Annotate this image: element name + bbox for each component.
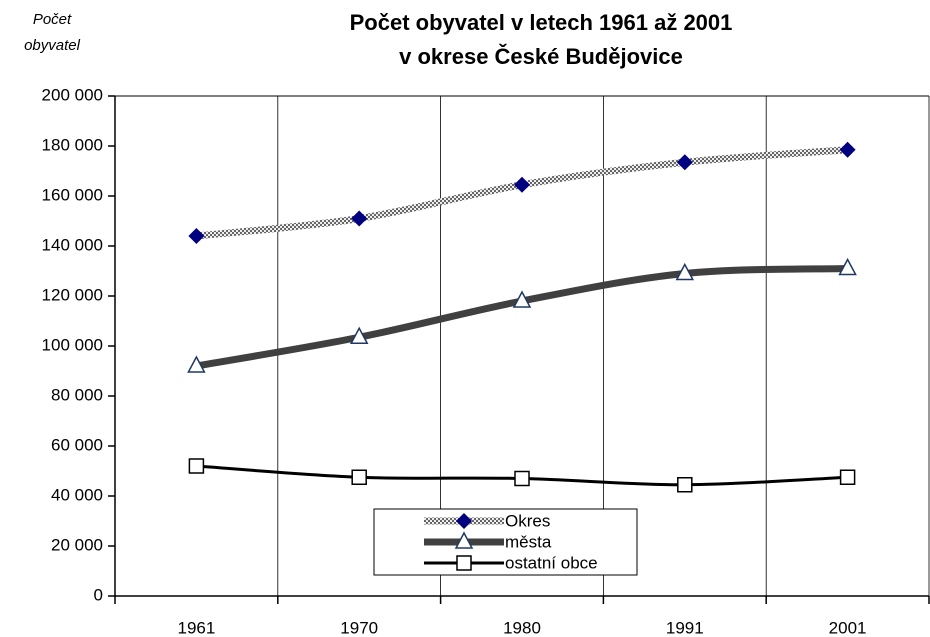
x-tick-label: 1991 <box>666 618 704 637</box>
legend-label: ostatní obce <box>505 553 598 572</box>
marker <box>839 469 856 485</box>
marker <box>677 477 693 493</box>
marker <box>514 176 530 193</box>
x-tick-label: 1980 <box>503 618 541 637</box>
y-axis-label: obyvatel <box>24 37 81 54</box>
legend-label: Okres <box>505 511 550 530</box>
marker <box>351 469 367 485</box>
y-tick-label: 40 000 <box>51 485 103 504</box>
x-tick-label: 1961 <box>177 618 215 637</box>
marker <box>514 470 530 487</box>
marker <box>456 555 472 571</box>
series-line <box>192 146 852 240</box>
y-tick-label: 200 000 <box>42 85 103 104</box>
marker <box>456 513 472 529</box>
x-tick-label: 2001 <box>829 618 867 637</box>
y-tick-label: 180 000 <box>42 135 103 154</box>
legend-box <box>373 508 638 576</box>
marker <box>839 141 856 158</box>
marker <box>838 257 857 276</box>
marker <box>512 290 532 308</box>
y-tick-label: 60 000 <box>51 435 103 454</box>
marker <box>349 326 369 344</box>
y-tick-label: 160 000 <box>42 185 103 204</box>
y-tick-label: 100 000 <box>42 335 103 354</box>
legend-label: města <box>505 532 552 551</box>
y-axis-label: Počet <box>33 11 72 28</box>
marker <box>454 531 474 549</box>
marker <box>187 355 206 373</box>
y-tick-label: 80 000 <box>51 385 103 404</box>
marker <box>351 210 368 227</box>
y-tick-label: 140 000 <box>42 235 103 254</box>
marker <box>188 458 205 474</box>
chart-title: v okrese České Budějovice <box>399 44 683 69</box>
chart-title: Počet obyvatel v letech 1961 až 2001 <box>350 10 733 35</box>
y-tick-label: 0 <box>94 585 103 604</box>
y-tick-label: 20 000 <box>51 535 103 554</box>
marker <box>188 228 205 244</box>
marker <box>675 262 695 281</box>
y-tick-label: 120 000 <box>42 285 103 304</box>
x-tick-label: 1970 <box>340 618 378 637</box>
series-line <box>192 265 852 370</box>
marker <box>676 154 693 171</box>
